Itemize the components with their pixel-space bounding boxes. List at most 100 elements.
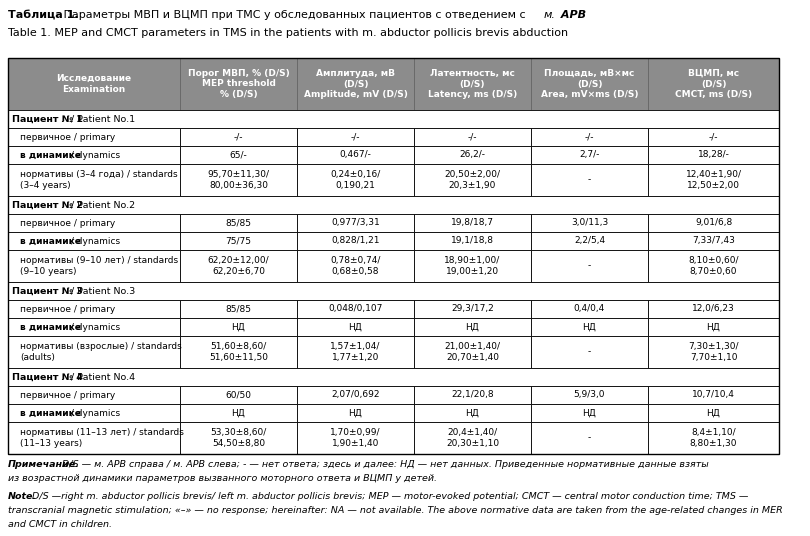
Bar bbox=[531, 232, 648, 250]
Text: 12,0/6,23: 12,0/6,23 bbox=[692, 304, 735, 314]
Bar bbox=[8, 386, 180, 404]
Text: 26,2/-: 26,2/- bbox=[459, 151, 485, 160]
Text: 12,40±1,90/
12,50±2,00: 12,40±1,90/ 12,50±2,00 bbox=[685, 170, 741, 190]
Bar bbox=[297, 146, 414, 164]
Bar bbox=[297, 232, 414, 250]
Bar bbox=[297, 300, 414, 318]
Text: / Patient No.3: / Patient No.3 bbox=[68, 287, 135, 295]
Text: в динамике: в динамике bbox=[20, 323, 81, 331]
Bar bbox=[297, 336, 414, 368]
Bar bbox=[414, 58, 531, 110]
Bar bbox=[648, 404, 779, 422]
Text: нормативы (3–4 года) / standards
(3–4 years): нормативы (3–4 года) / standards (3–4 ye… bbox=[20, 170, 177, 190]
Text: 53,30±8,60/
54,50±8,80: 53,30±8,60/ 54,50±8,80 bbox=[211, 428, 266, 448]
Text: НД: НД bbox=[706, 323, 720, 331]
Text: нормативы (11–13 лет) / standards
(11–13 years): нормативы (11–13 лет) / standards (11–13… bbox=[20, 428, 184, 448]
Text: НД: НД bbox=[466, 323, 480, 331]
Text: / Patient No.2: / Patient No.2 bbox=[68, 200, 135, 210]
Bar bbox=[180, 386, 297, 404]
Text: 19,8/18,7: 19,8/18,7 bbox=[451, 219, 494, 227]
Text: первичное / primary: первичное / primary bbox=[20, 132, 115, 142]
Bar bbox=[180, 422, 297, 454]
Text: -/-: -/- bbox=[234, 132, 243, 142]
Text: -: - bbox=[588, 347, 591, 356]
Bar bbox=[414, 336, 531, 368]
Bar bbox=[531, 164, 648, 196]
Bar bbox=[297, 58, 414, 110]
Text: -/-: -/- bbox=[351, 132, 360, 142]
Bar bbox=[8, 422, 180, 454]
Text: первичное / primary: первичное / primary bbox=[20, 391, 115, 399]
Text: НД: НД bbox=[348, 323, 362, 331]
Text: 0,4/0,4: 0,4/0,4 bbox=[573, 304, 605, 314]
Text: Пациент № 1: Пациент № 1 bbox=[12, 115, 83, 123]
Bar bbox=[531, 318, 648, 336]
Bar bbox=[648, 214, 779, 232]
Bar bbox=[531, 300, 648, 318]
Text: 0,048/0,107: 0,048/0,107 bbox=[328, 304, 382, 314]
Bar bbox=[414, 386, 531, 404]
Text: 20,50±2,00/
20,3±1,90: 20,50±2,00/ 20,3±1,90 bbox=[445, 170, 501, 190]
Bar bbox=[648, 232, 779, 250]
Text: 9,01/6,8: 9,01/6,8 bbox=[695, 219, 732, 227]
Bar bbox=[180, 232, 297, 250]
Text: / dynamics: / dynamics bbox=[69, 151, 121, 160]
Text: 19,1/18,8: 19,1/18,8 bbox=[451, 236, 494, 245]
Bar bbox=[180, 214, 297, 232]
Text: 1,70±0,99/
1,90±1,40: 1,70±0,99/ 1,90±1,40 bbox=[330, 428, 381, 448]
Text: НД: НД bbox=[348, 408, 362, 418]
Bar bbox=[414, 404, 531, 422]
Bar bbox=[8, 110, 779, 128]
Text: transcranial magnetic stimulation; «–» — no response; hereinafter: NA — not avai: transcranial magnetic stimulation; «–» —… bbox=[8, 506, 782, 515]
Bar bbox=[180, 336, 297, 368]
Bar bbox=[414, 146, 531, 164]
Text: 62,20±12,00/
62,20±6,70: 62,20±12,00/ 62,20±6,70 bbox=[207, 256, 269, 276]
Text: м.: м. bbox=[544, 10, 556, 20]
Text: 7,33/7,43: 7,33/7,43 bbox=[692, 236, 735, 245]
Bar bbox=[531, 146, 648, 164]
Text: АРВ: АРВ bbox=[557, 10, 586, 20]
Text: в динамике: в динамике bbox=[20, 151, 81, 160]
Bar bbox=[297, 214, 414, 232]
Bar bbox=[8, 146, 180, 164]
Bar bbox=[8, 318, 180, 336]
Text: НД: НД bbox=[706, 408, 720, 418]
Text: 8,10±0,60/
8,70±0,60: 8,10±0,60/ 8,70±0,60 bbox=[688, 256, 739, 276]
Bar bbox=[297, 128, 414, 146]
Bar bbox=[531, 336, 648, 368]
Text: из возрастной динамики параметров вызванного моторного ответа и ВЦМП у детей.: из возрастной динамики параметров вызван… bbox=[8, 474, 437, 483]
Bar bbox=[180, 128, 297, 146]
Bar bbox=[648, 146, 779, 164]
Text: -: - bbox=[588, 175, 591, 184]
Text: Пациент № 3: Пациент № 3 bbox=[12, 287, 83, 295]
Text: 95,70±11,30/
80,00±36,30: 95,70±11,30/ 80,00±36,30 bbox=[207, 170, 270, 190]
Text: 7,30±1,30/
7,70±1,10: 7,30±1,30/ 7,70±1,10 bbox=[688, 342, 739, 362]
Text: НД: НД bbox=[232, 323, 245, 331]
Text: -/-: -/- bbox=[585, 132, 595, 142]
Text: / Patient No.1: / Patient No.1 bbox=[68, 115, 135, 123]
Text: 0,467/-: 0,467/- bbox=[339, 151, 372, 160]
Bar bbox=[180, 58, 297, 110]
Bar bbox=[648, 386, 779, 404]
Text: 0,78±0,74/
0,68±0,58: 0,78±0,74/ 0,68±0,58 bbox=[330, 256, 381, 276]
Text: Порог МВП, % (D/S)
MEP threshold
% (D/S): Порог МВП, % (D/S) MEP threshold % (D/S) bbox=[188, 69, 289, 99]
Bar bbox=[8, 368, 779, 386]
Text: 3,0/11,3: 3,0/11,3 bbox=[571, 219, 608, 227]
Text: 2,7/-: 2,7/- bbox=[579, 151, 599, 160]
Bar bbox=[180, 318, 297, 336]
Bar bbox=[414, 214, 531, 232]
Text: Амплитуда, мВ
(D/S)
Amplitude, mV (D/S): Амплитуда, мВ (D/S) Amplitude, mV (D/S) bbox=[304, 69, 407, 99]
Text: НД: НД bbox=[232, 408, 245, 418]
Bar bbox=[414, 300, 531, 318]
Bar bbox=[8, 214, 180, 232]
Bar bbox=[414, 232, 531, 250]
Text: 85/85: 85/85 bbox=[225, 304, 251, 314]
Bar bbox=[180, 300, 297, 318]
Bar bbox=[648, 336, 779, 368]
Text: первичное / primary: первичное / primary bbox=[20, 219, 115, 227]
Bar bbox=[8, 404, 180, 422]
Bar bbox=[531, 386, 648, 404]
Bar bbox=[8, 58, 180, 110]
Text: 51,60±8,60/
51,60±11,50: 51,60±8,60/ 51,60±11,50 bbox=[209, 342, 268, 362]
Text: Note.: Note. bbox=[8, 492, 37, 501]
